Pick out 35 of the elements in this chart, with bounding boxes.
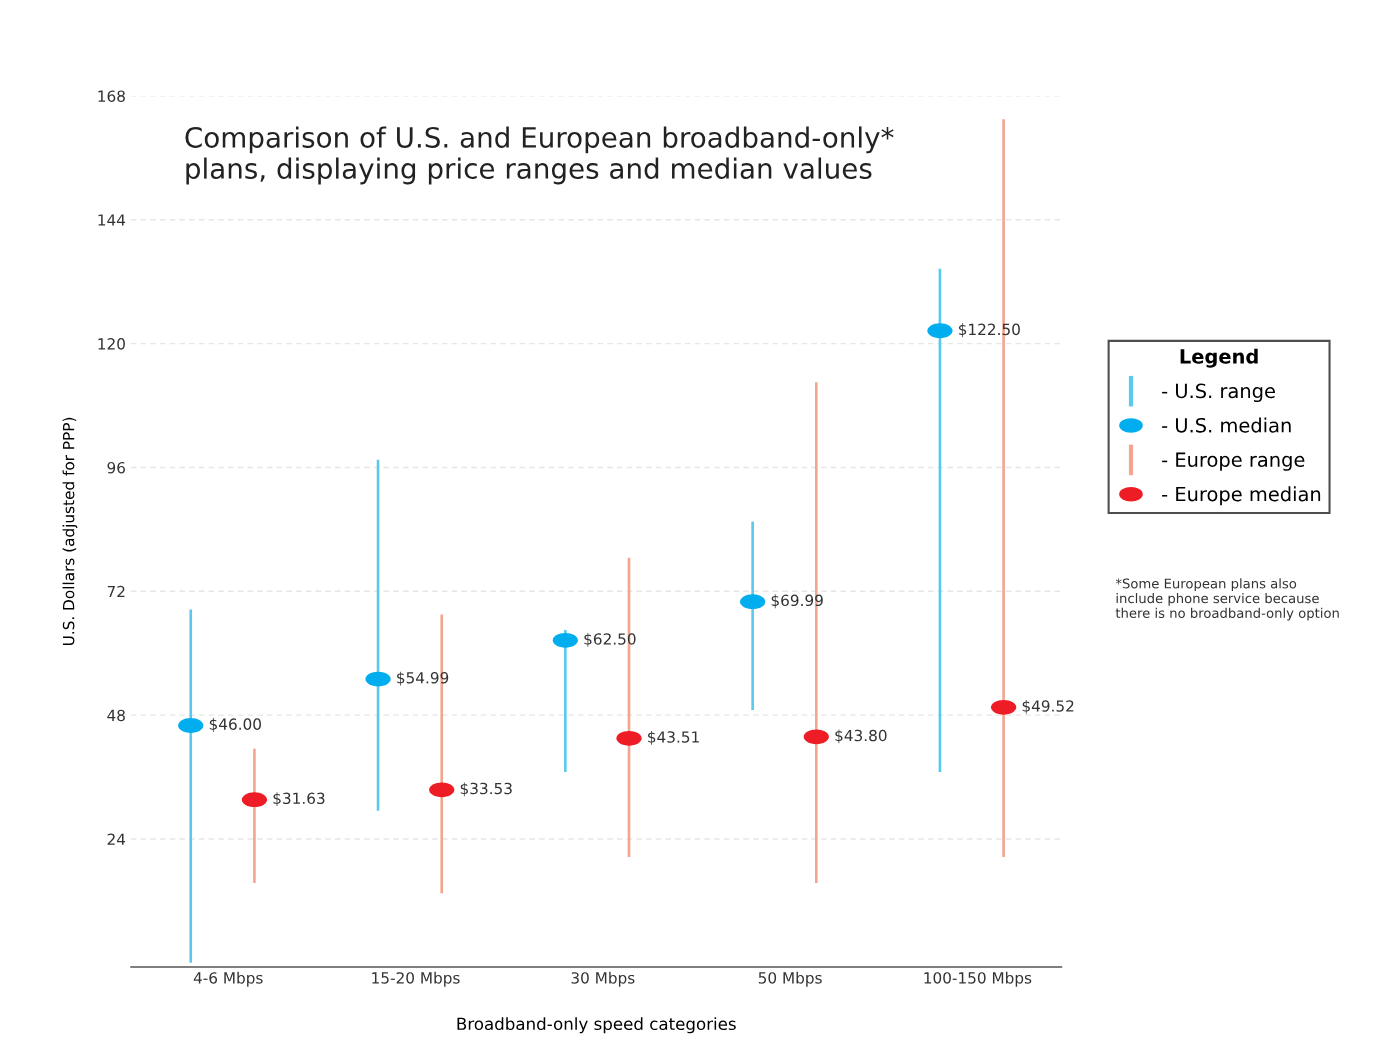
- data-label: $122.50: [958, 323, 1020, 338]
- data-label: $69.99: [771, 594, 823, 609]
- legend-title: Legend: [1180, 348, 1258, 368]
- bar: [564, 630, 567, 772]
- y-tick-label: 120: [98, 338, 125, 350]
- text: *Some European plans also include phone service because there is no broadband-only option: [1115, 578, 1339, 621]
- bar: [751, 521, 754, 711]
- data-label: $62.50: [584, 632, 636, 647]
- y-tick-label: 72: [107, 585, 125, 598]
- text: Comparison of U.S. and European broadband-only* plans, displaying price ranges and median values: [185, 126, 894, 185]
- y-tick-label: 96: [107, 461, 125, 474]
- data-label: $54.99: [397, 671, 449, 686]
- bar: [253, 748, 256, 883]
- y-tick-label: 48: [107, 709, 125, 722]
- x-tick-label: 100-150 Mbps: [924, 971, 1032, 987]
- legend-label: - U.S. median: [1162, 417, 1291, 433]
- y-axis-title: U.S. Dollars (adjusted for PPP): [62, 417, 78, 646]
- x-axis-title: Broadband-only speed categories: [457, 1017, 736, 1034]
- y-tick-label: 24: [107, 833, 126, 845]
- legend-label: - U.S. range: [1162, 383, 1275, 403]
- data-label: $31.63: [273, 792, 325, 807]
- legend-label: - Europe range: [1162, 452, 1305, 471]
- x-tick-label: 15-20 Mbps: [372, 971, 460, 987]
- y-tick-label: 168: [98, 90, 125, 102]
- legend-label: - Europe median: [1162, 486, 1321, 506]
- x-tick-label: 30 Mbps: [571, 971, 635, 987]
- data-label: $33.53: [460, 782, 512, 797]
- y-tick-label: 144: [98, 214, 126, 226]
- x-tick-label: 4-6 Mbps: [193, 971, 263, 987]
- data-label: $49.52: [1022, 699, 1074, 714]
- data-label: $43.51: [648, 730, 699, 745]
- data-label: $46.00: [209, 718, 261, 732]
- data-label: $43.80: [835, 729, 887, 744]
- x-tick-label: 50 Mbps: [758, 971, 822, 987]
- bar: [189, 609, 193, 963]
